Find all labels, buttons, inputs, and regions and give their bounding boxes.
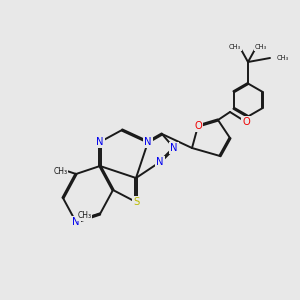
Text: O: O	[242, 117, 250, 127]
Text: CH₃: CH₃	[277, 55, 289, 61]
Text: N: N	[96, 137, 104, 147]
Text: N: N	[156, 157, 164, 167]
Text: N: N	[170, 143, 178, 153]
Text: CH₃: CH₃	[229, 44, 241, 50]
Text: S: S	[133, 197, 139, 207]
Text: CH₃: CH₃	[77, 211, 92, 220]
Text: N: N	[72, 217, 80, 227]
Text: O: O	[194, 121, 202, 131]
Text: N: N	[144, 137, 152, 147]
Text: CH₃: CH₃	[255, 44, 267, 50]
Text: CH₃: CH₃	[53, 167, 68, 176]
